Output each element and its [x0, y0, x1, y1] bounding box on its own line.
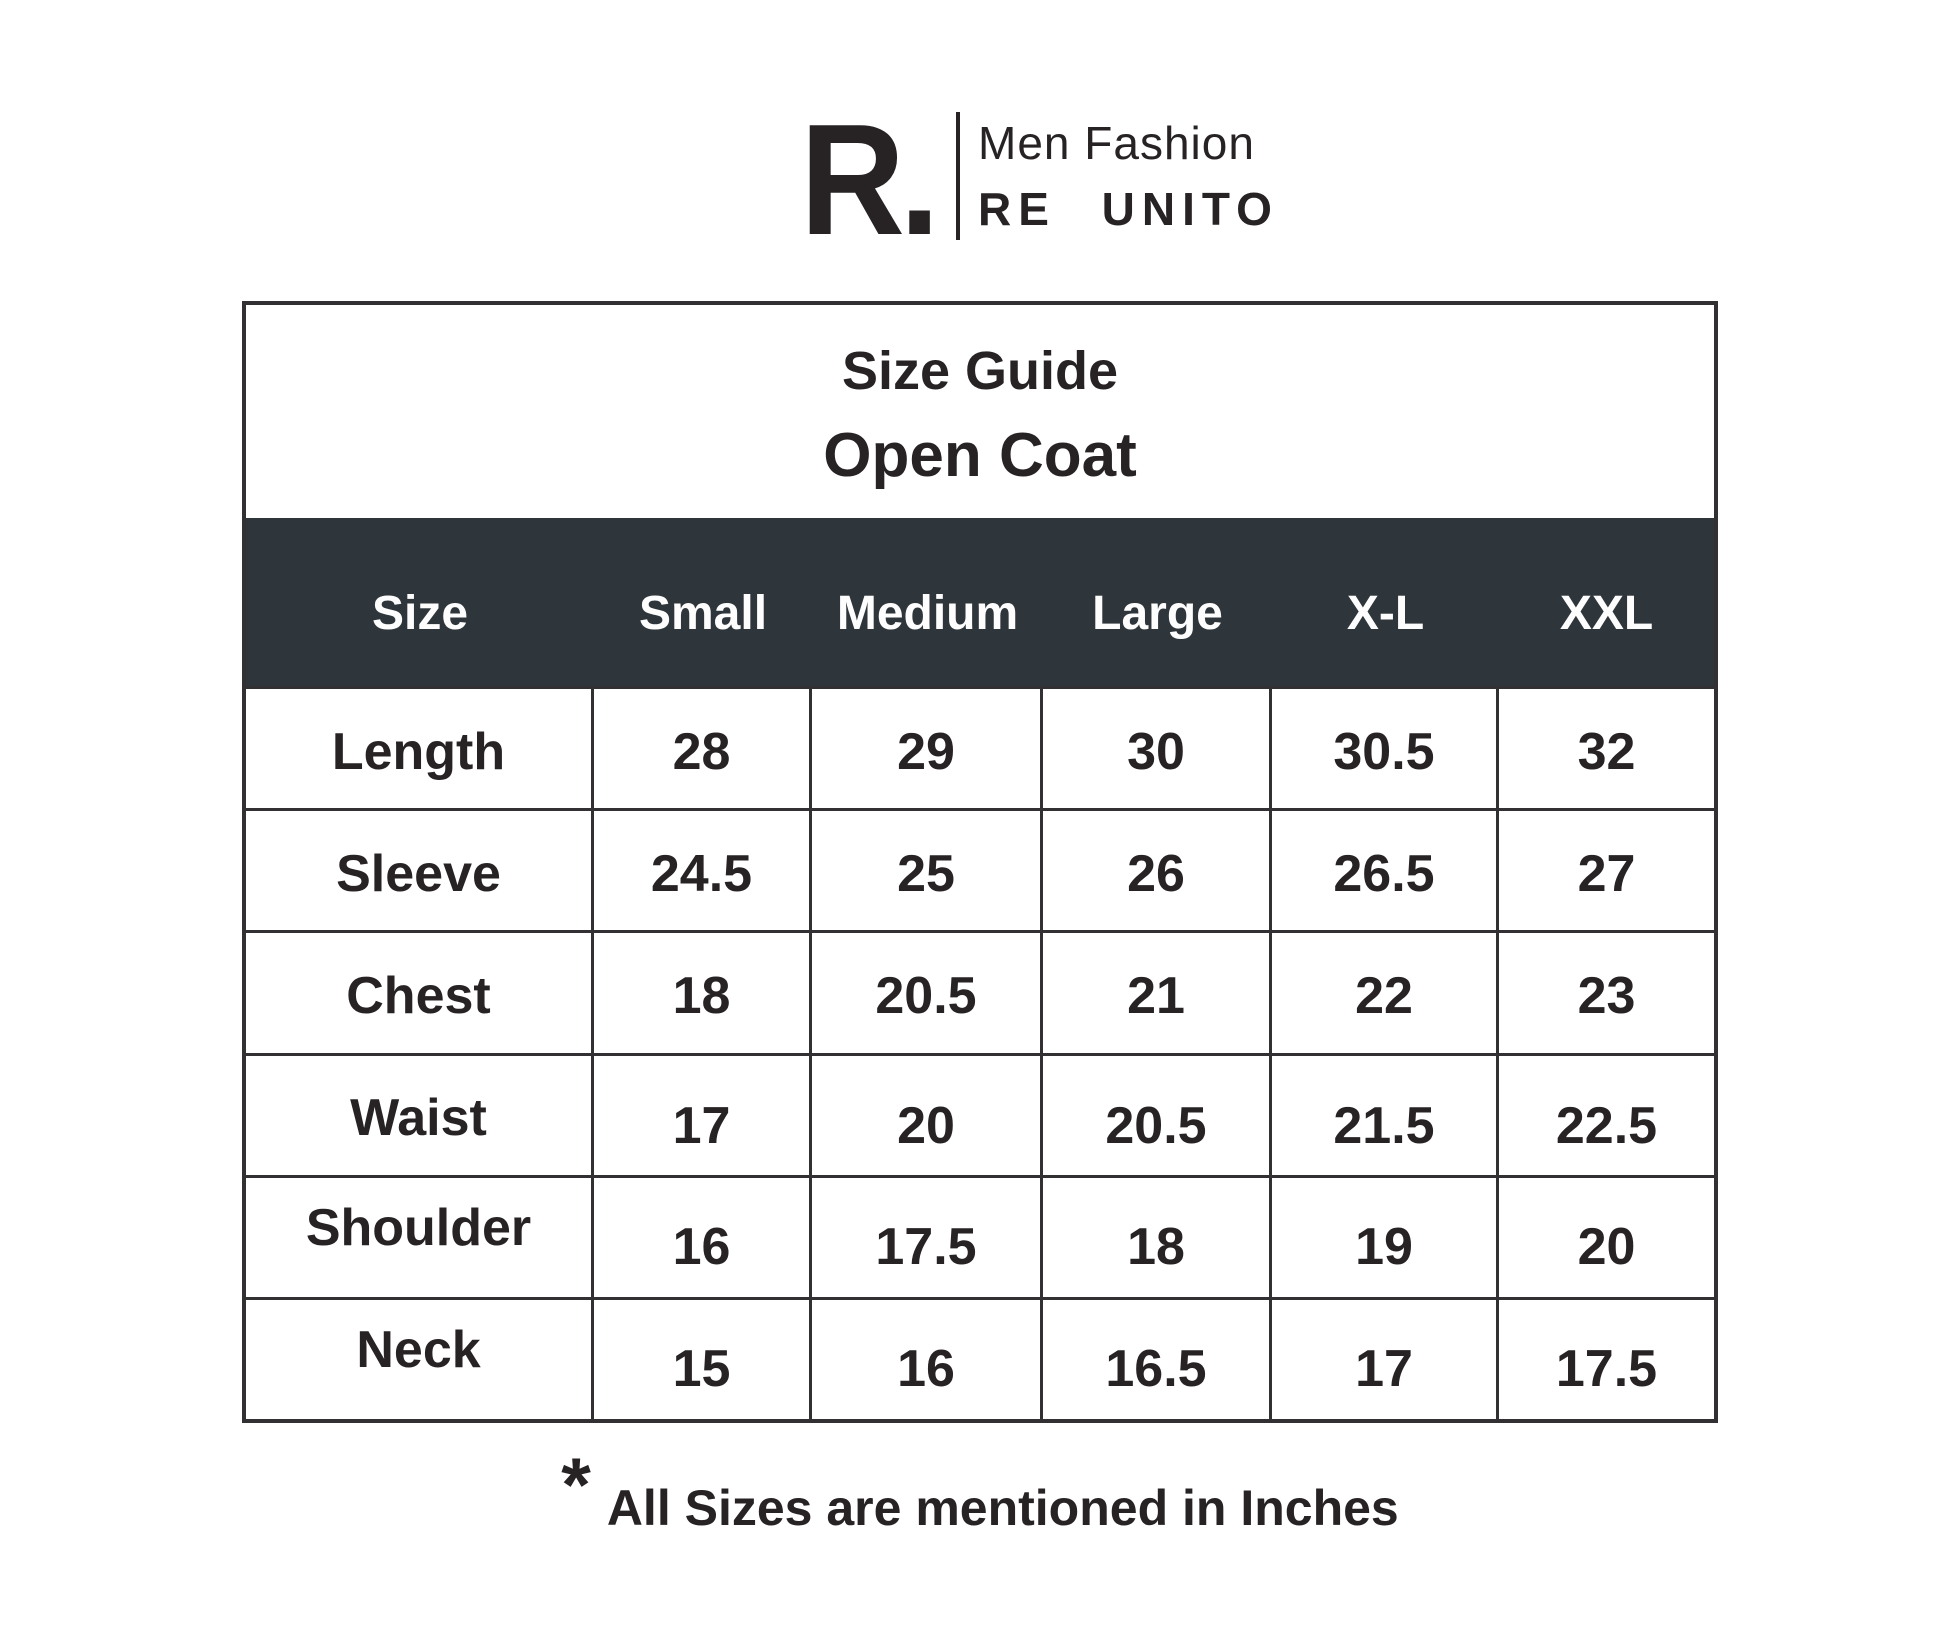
table-row-length: Length 28 29 30 30.5 32 — [246, 686, 1714, 809]
column-header-medium: Medium — [836, 586, 1019, 640]
footnote-text: All Sizes are mentioned in Inches — [606, 1480, 1399, 1536]
size-value-cell: 20.5 — [1043, 1055, 1272, 1175]
size-value-cell: 20 — [1577, 1218, 1636, 1277]
size-value-cell: 15 — [594, 1299, 812, 1420]
row-label: Chest — [246, 933, 594, 1053]
table-row-shoulder: Shoulder 16 17.5 18 19 20 — [246, 1174, 1714, 1297]
size-value-cell: 20 — [812, 1055, 1043, 1175]
logo-divider — [956, 112, 960, 240]
size-value-cell: 32 — [1577, 722, 1636, 781]
size-value-cell: 28 — [594, 689, 812, 809]
row-label: Length — [246, 689, 594, 809]
size-value-cell: 25 — [812, 811, 1043, 931]
size-value-cell: 16.5 — [1043, 1299, 1272, 1420]
table-row-sleeve: Sleeve 24.5 25 26 26.5 27 — [246, 808, 1714, 931]
column-header-small: Small — [638, 586, 768, 640]
size-value-cell: 22 — [1272, 933, 1499, 1053]
size-value-cell: 29 — [812, 689, 1043, 809]
footnote: * All Sizes are mentioned in Inches — [242, 1442, 1718, 1537]
table-row-waist: Waist 17 20 20.5 21.5 22.5 — [246, 1052, 1714, 1175]
chart-title-block: Size Guide Open Coat — [246, 305, 1714, 518]
size-value-cell: 21 — [1043, 933, 1272, 1053]
size-value-cell: 20.5 — [812, 933, 1043, 1053]
size-value-cell: 30 — [1043, 689, 1272, 809]
table-header-row: Size Small Medium Large X-L XXL — [246, 518, 1714, 686]
size-value-cell: 18 — [594, 933, 812, 1053]
footnote-asterisk: * — [561, 1443, 591, 1528]
size-value-cell: 24.5 — [594, 811, 812, 931]
size-value-cell: 26 — [1043, 811, 1272, 931]
column-header-xl: X-L — [1346, 586, 1425, 640]
chart-title: Size Guide — [841, 341, 1119, 401]
size-value-cell: 26.5 — [1272, 811, 1499, 931]
size-value-cell: 17 — [594, 1055, 812, 1175]
column-header-xxl: XXL — [1559, 586, 1654, 640]
size-value-cell: 21.5 — [1272, 1055, 1499, 1175]
row-label: Sleeve — [246, 811, 594, 931]
row-label: Waist — [246, 1055, 594, 1175]
size-chart-table: Size Guide Open Coat Size Small Medium L… — [242, 301, 1718, 1423]
table-row-chest: Chest 18 20.5 21 22 23 — [246, 930, 1714, 1053]
chart-subtitle: Open Coat — [823, 421, 1137, 490]
size-value-cell: 17.5 — [812, 1177, 1043, 1297]
row-label: Shoulder — [246, 1177, 594, 1297]
size-value-cell: 18 — [1043, 1177, 1272, 1297]
size-value-cell: 17.5 — [1555, 1340, 1658, 1399]
size-value-cell: 30.5 — [1272, 689, 1499, 809]
size-value-cell: 27 — [1577, 844, 1636, 903]
column-header-large: Large — [1092, 586, 1223, 640]
table-row-neck: Neck 15 16 16.5 17 17.5 — [246, 1296, 1714, 1420]
brand-name: RE UNITO — [978, 183, 1279, 235]
row-label: Neck — [246, 1299, 594, 1420]
table-body: Length 28 29 30 30.5 32 Sleeve 24.5 25 2… — [246, 686, 1714, 1420]
logo-text-block: Men Fashion RE UNITO — [978, 116, 1279, 236]
brand-monogram: R. — [800, 92, 940, 269]
column-header-size: Size — [371, 586, 469, 640]
brand-logo: R. Men Fashion RE UNITO — [800, 92, 1279, 269]
size-value-cell: 16 — [594, 1177, 812, 1297]
brand-tagline: Men Fashion — [978, 117, 1255, 169]
size-value-cell: 23 — [1577, 966, 1636, 1025]
size-value-cell: 19 — [1272, 1177, 1499, 1297]
size-value-cell: 17 — [1272, 1299, 1499, 1420]
size-value-cell: 22.5 — [1555, 1097, 1658, 1156]
size-value-cell: 16 — [812, 1299, 1043, 1420]
